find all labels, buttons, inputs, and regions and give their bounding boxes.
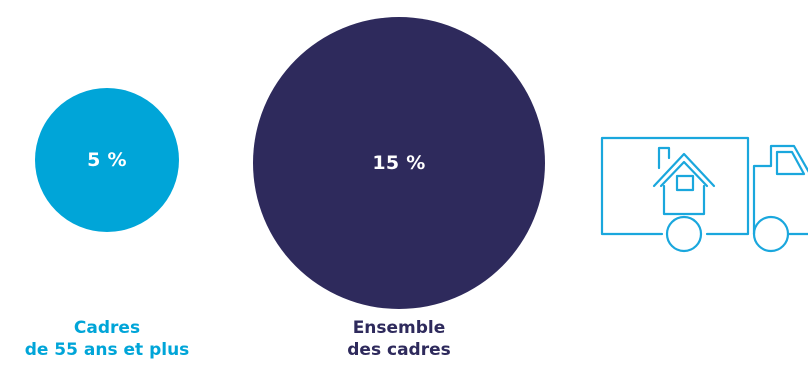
- bubble-ensemble-cadres: 15 %: [253, 17, 545, 309]
- category-label-ensemble-cadres: Ensemble des cadres: [319, 317, 479, 361]
- bubble-value-label: 5 %: [87, 149, 127, 171]
- bubble-value-label: 15 %: [372, 152, 426, 174]
- category-label-line: de 55 ans et plus: [24, 340, 190, 360]
- category-label-line: Ensemble: [352, 318, 446, 338]
- category-label-line: Cadres: [73, 318, 141, 338]
- bubble-cadres-55-plus: 5 %: [35, 88, 179, 232]
- category-label-cadres-55-plus: Cadres de 55 ans et plus: [22, 317, 192, 361]
- moving-truck-house-icon: [600, 136, 808, 253]
- category-label-line: des cadres: [347, 340, 451, 360]
